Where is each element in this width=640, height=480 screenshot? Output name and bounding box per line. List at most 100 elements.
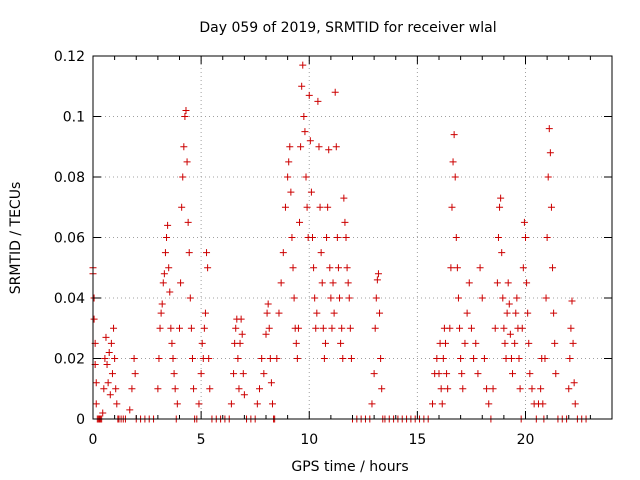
x-tick-label: 15 xyxy=(408,432,426,448)
data-point xyxy=(187,324,195,332)
data-point xyxy=(370,370,378,378)
data-point xyxy=(478,294,486,302)
data-point xyxy=(267,379,275,387)
data-point xyxy=(522,234,529,241)
data-point xyxy=(181,113,189,120)
data-point xyxy=(264,300,272,308)
data-point xyxy=(537,385,545,393)
data-point xyxy=(516,385,524,393)
data-point xyxy=(453,264,461,272)
data-point xyxy=(177,279,185,287)
data-point xyxy=(195,400,203,408)
data-point xyxy=(302,173,310,181)
y-tick-label: 0 xyxy=(76,412,85,428)
data-point xyxy=(519,264,527,272)
data-point xyxy=(328,324,336,332)
data-point xyxy=(542,294,550,302)
data-point xyxy=(201,309,209,317)
data-point xyxy=(566,355,574,362)
data-point xyxy=(520,218,528,226)
data-point xyxy=(342,234,350,241)
data-point xyxy=(256,385,264,393)
data-point xyxy=(323,234,331,241)
data-point xyxy=(550,309,558,317)
data-point xyxy=(451,173,459,181)
data-point xyxy=(524,309,532,317)
points-layer xyxy=(89,61,590,423)
data-point xyxy=(275,309,283,317)
data-point xyxy=(186,294,194,302)
data-point xyxy=(128,385,136,393)
data-point xyxy=(190,385,198,393)
data-point xyxy=(235,385,243,393)
data-point xyxy=(333,234,341,241)
data-point xyxy=(472,339,480,347)
data-point xyxy=(303,203,311,211)
labels-layer: 0 0.02 0.04 0.06 0.08 0.1 0.12 0 5 10 15 20 xyxy=(54,49,535,448)
data-point xyxy=(329,279,337,287)
x-tick-label: 0 xyxy=(89,432,98,448)
data-point xyxy=(100,385,108,393)
ticks-layer xyxy=(92,55,613,420)
data-point xyxy=(108,370,116,378)
data-point xyxy=(163,234,171,241)
data-point xyxy=(308,234,316,241)
data-point xyxy=(372,294,380,302)
data-point xyxy=(525,339,533,347)
data-point xyxy=(501,339,509,347)
data-point xyxy=(170,370,178,378)
data-point xyxy=(491,324,499,332)
data-point xyxy=(287,188,295,196)
data-point xyxy=(506,330,514,338)
data-point xyxy=(103,361,111,369)
data-point xyxy=(334,264,342,272)
data-point xyxy=(377,355,385,362)
data-point xyxy=(378,385,386,393)
data-point xyxy=(238,330,246,338)
data-point xyxy=(130,355,138,362)
data-point xyxy=(339,355,347,362)
data-point xyxy=(320,355,328,362)
data-point xyxy=(305,91,313,99)
data-point xyxy=(258,355,266,362)
data-point xyxy=(265,324,273,332)
data-point xyxy=(281,203,289,211)
data-point xyxy=(314,97,322,105)
data-point xyxy=(346,324,354,332)
data-point xyxy=(159,279,167,287)
data-point xyxy=(435,370,443,378)
data-point xyxy=(200,324,208,332)
data-point xyxy=(237,315,245,323)
data-point xyxy=(449,158,457,166)
data-point xyxy=(568,297,576,305)
data-point xyxy=(111,355,119,362)
chart-title: Day 059 of 2019, SRMTID for receiver wla… xyxy=(199,20,496,36)
data-point xyxy=(512,309,520,317)
data-point xyxy=(166,288,174,296)
data-point xyxy=(480,355,488,362)
data-point xyxy=(461,339,469,347)
y-tick-label: 0.04 xyxy=(54,291,85,307)
data-point xyxy=(505,300,513,308)
data-point xyxy=(368,400,376,408)
data-point xyxy=(551,339,559,347)
data-point xyxy=(268,400,276,408)
data-point xyxy=(483,385,491,393)
data-point xyxy=(158,300,166,308)
data-point xyxy=(459,385,467,393)
data-point xyxy=(497,194,505,202)
data-point xyxy=(312,324,320,332)
data-point xyxy=(206,385,214,393)
data-point xyxy=(101,355,109,362)
data-point xyxy=(373,276,381,284)
data-point xyxy=(511,339,519,347)
data-point xyxy=(240,391,248,399)
data-point xyxy=(131,370,139,378)
data-point xyxy=(102,333,110,341)
data-point xyxy=(503,309,511,317)
data-point xyxy=(279,249,287,257)
data-point xyxy=(286,143,294,151)
data-point xyxy=(318,279,326,287)
data-point xyxy=(106,391,114,399)
